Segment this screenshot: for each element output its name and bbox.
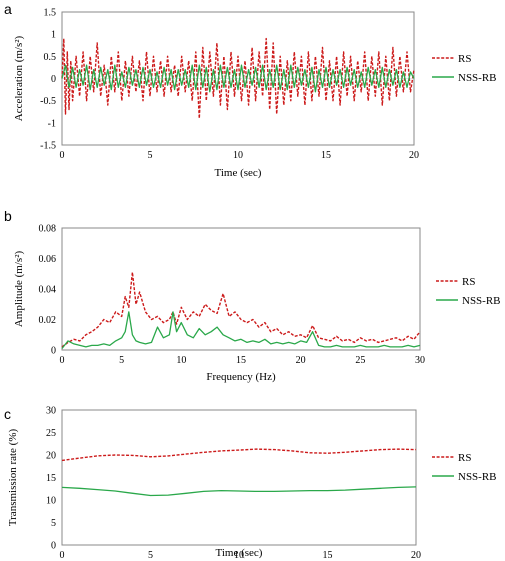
y-tick-label: 10 (46, 496, 56, 507)
y-axis-label: Acceleration (m/s²) (13, 35, 25, 121)
x-tick-label: 0 (60, 150, 65, 161)
series-line-nss-rb (61, 486, 417, 497)
x-tick-label: 30 (415, 355, 425, 366)
plot-frame (61, 409, 417, 546)
x-tick-label: 20 (411, 550, 421, 561)
x-tick-label: 5 (148, 550, 153, 561)
y-tick-label: 0 (51, 541, 56, 552)
legend-label-nss-rb: NSS-RB (462, 295, 501, 307)
x-tick-label: 20 (409, 150, 419, 161)
x-tick-label: 25 (355, 355, 365, 366)
y-tick-label: -1.5 (40, 141, 56, 152)
series-line-nss-rb (61, 311, 421, 349)
x-tick-label: 15 (321, 150, 331, 161)
y-tick-label: 0.02 (39, 315, 57, 326)
series-line-rs (61, 37, 415, 120)
chart-panel-b: b 0 0.02 0.04 0.06 0.08 0 5 10 15 20 25 30 Frequency … (4, 208, 501, 383)
x-tick-label: 15 (236, 355, 246, 366)
y-tick-label: 1.5 (44, 8, 57, 19)
series-line-rs (61, 448, 417, 462)
chart-panel-a: a -1.5 -1 -0.5 0 0.5 1 1.5 0 5 10 15 20 Time (sec) Acc… (4, 1, 497, 179)
y-tick-label: 20 (46, 451, 56, 462)
y-tick-label: 0.08 (39, 224, 57, 235)
x-tick-label: 10 (233, 150, 243, 161)
legend-label-rs: RS (462, 276, 475, 288)
series-line-rs (61, 271, 421, 348)
x-tick-label: 20 (296, 355, 306, 366)
x-axis-label: Time (sec) (216, 547, 263, 559)
legend-label-rs: RS (458, 452, 471, 464)
y-tick-label: 0.5 (44, 52, 57, 63)
y-tick-label: 0.04 (39, 285, 57, 296)
y-tick-label: 1 (51, 30, 56, 41)
x-tick-label: 10 (234, 550, 244, 561)
x-tick-label: 0 (60, 355, 65, 366)
series-line-nss-rb (61, 64, 415, 93)
x-tick-label: 5 (119, 355, 124, 366)
panel-letter: c (4, 406, 11, 422)
y-axis-label: Transmission rate (%) (7, 428, 19, 526)
x-tick-label: 10 (176, 355, 186, 366)
x-axis-label: Time (sec) (215, 167, 262, 179)
x-axis-label: Frequency (Hz) (206, 371, 276, 383)
y-tick-label: -1 (48, 118, 56, 129)
plot-frame (61, 227, 421, 351)
y-tick-label: 25 (46, 428, 56, 439)
y-tick-label: -0.5 (40, 96, 56, 107)
x-tick-label: 15 (323, 550, 333, 561)
panel-letter: a (4, 1, 12, 17)
legend-label-rs: RS (458, 53, 471, 65)
y-tick-label: 15 (46, 473, 56, 484)
y-tick-label: 5 (51, 518, 56, 529)
legend-label-nss-rb: NSS-RB (458, 471, 497, 483)
y-tick-label: 0 (51, 346, 56, 357)
panel-letter: b (4, 208, 12, 224)
y-tick-label: 0 (51, 74, 56, 85)
x-tick-label: 0 (60, 550, 65, 561)
y-tick-label: 0.06 (39, 254, 57, 265)
y-tick-label: 30 (46, 406, 56, 417)
x-tick-label: 5 (148, 150, 153, 161)
y-axis-label: Amplitude (m/s²) (13, 251, 25, 328)
legend-label-nss-rb: NSS-RB (458, 72, 497, 84)
chart-panel-c: c 0 5 10 15 20 25 30 0 5 10 15 20 Time (sec) Transmiss… (4, 406, 497, 561)
